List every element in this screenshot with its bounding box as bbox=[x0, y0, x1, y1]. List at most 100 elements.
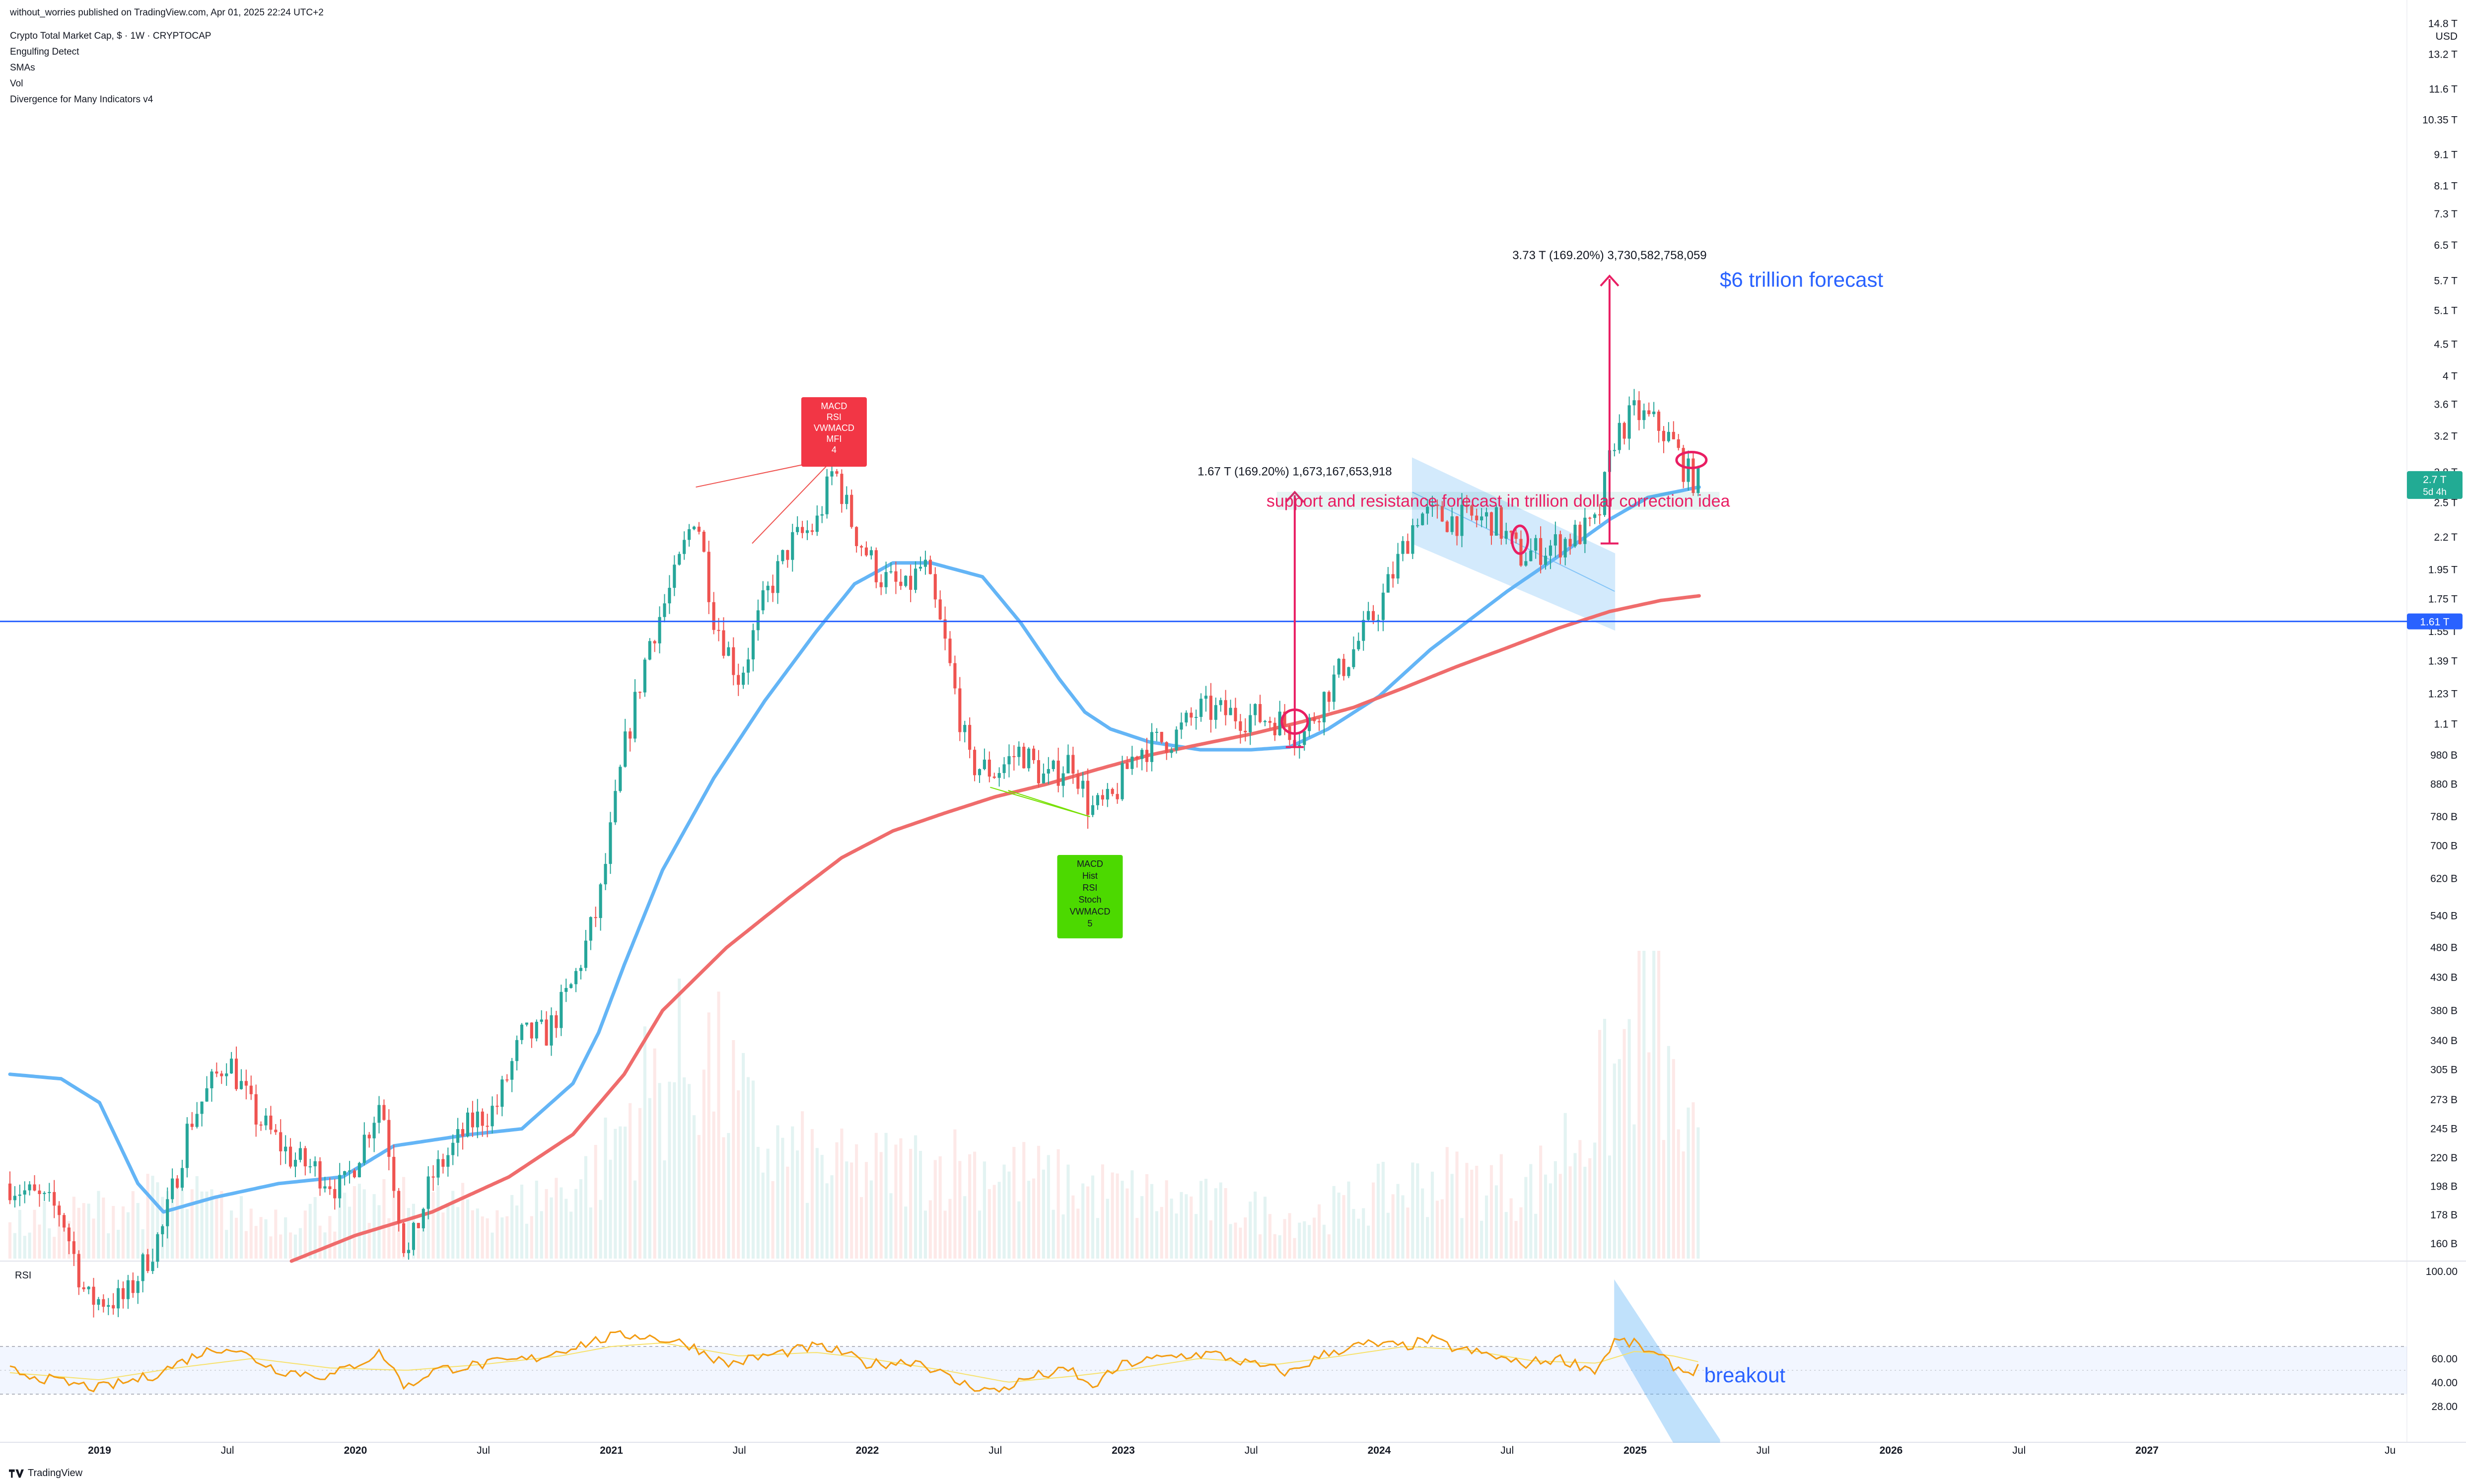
candle-body bbox=[909, 575, 913, 590]
currency-label: USD bbox=[2436, 31, 2458, 42]
volume-bar bbox=[835, 1142, 839, 1259]
candle-body bbox=[1504, 531, 1508, 539]
volume-bar bbox=[855, 1144, 858, 1259]
bear-signal-text: MACD bbox=[821, 401, 847, 411]
candle-body bbox=[638, 692, 642, 693]
candle-body bbox=[722, 630, 725, 656]
volume-bar bbox=[914, 1135, 917, 1259]
volume-bar bbox=[476, 1208, 479, 1259]
price-tick-label: 8.1 T bbox=[2434, 181, 2458, 192]
bear-signal-text: RSI bbox=[827, 412, 842, 422]
volume-bar bbox=[1652, 951, 1656, 1259]
volume-bar bbox=[284, 1217, 287, 1259]
candle-body bbox=[678, 554, 681, 565]
candle-body bbox=[1514, 532, 1518, 539]
volume-bar bbox=[456, 1207, 460, 1259]
volume-bar bbox=[1509, 1198, 1513, 1259]
measure-1-arrow bbox=[1285, 491, 1305, 503]
candle-body bbox=[569, 984, 573, 988]
candle-body bbox=[1598, 514, 1602, 515]
candle-body bbox=[225, 1073, 228, 1076]
rsi-title: RSI bbox=[15, 1270, 31, 1281]
candle-body bbox=[500, 1079, 504, 1107]
volume-bar bbox=[564, 1199, 568, 1259]
circle-mark-2 bbox=[1510, 524, 1529, 555]
volume-bar bbox=[486, 1218, 489, 1259]
bear-signal-text: 4 bbox=[832, 445, 837, 455]
candle-body bbox=[180, 1168, 184, 1188]
volume-bar bbox=[1593, 1142, 1597, 1259]
volume-bar bbox=[884, 1132, 888, 1259]
volume-bar bbox=[879, 1152, 883, 1259]
volume-bar bbox=[1411, 1162, 1414, 1259]
candle-body bbox=[461, 1129, 465, 1136]
volume-bar bbox=[1534, 1213, 1538, 1259]
candle-body bbox=[1155, 732, 1158, 733]
candle-body bbox=[1657, 412, 1661, 431]
volume-bar bbox=[269, 1236, 273, 1259]
candle-body bbox=[1066, 755, 1070, 774]
volume-bar bbox=[1258, 1234, 1262, 1259]
candle-body bbox=[1037, 760, 1041, 783]
candle-body bbox=[1313, 717, 1316, 721]
time-tick-label: Jul bbox=[1500, 1445, 1514, 1456]
volume-bar bbox=[362, 1189, 366, 1259]
candle-body bbox=[761, 590, 765, 611]
candle-body bbox=[274, 1130, 278, 1132]
volume-bar bbox=[274, 1209, 278, 1259]
volume-bar bbox=[864, 1162, 868, 1259]
candle-body bbox=[663, 603, 666, 617]
volume-bar bbox=[761, 1172, 765, 1259]
volume-bar bbox=[727, 1132, 730, 1259]
candle-body bbox=[1091, 805, 1095, 815]
candle-body bbox=[874, 550, 878, 582]
candle-body bbox=[1229, 707, 1232, 715]
volume-bar bbox=[707, 1012, 710, 1259]
time-tick-label: 2021 bbox=[600, 1445, 623, 1456]
candle-body bbox=[1135, 756, 1139, 759]
volume-bar bbox=[1175, 1213, 1178, 1259]
candle-body bbox=[560, 991, 563, 1028]
rsi-tick-label: 40.00 bbox=[2431, 1377, 2458, 1389]
candle-body bbox=[1121, 763, 1124, 799]
candle-body bbox=[348, 1170, 352, 1172]
price-tick-label: 273 B bbox=[2430, 1094, 2458, 1106]
volume-bar bbox=[594, 1145, 597, 1259]
volume-bar bbox=[697, 1135, 701, 1259]
volume-bar bbox=[619, 1126, 622, 1259]
volume-bar bbox=[1519, 1207, 1523, 1259]
volume-bar bbox=[190, 1189, 194, 1259]
volume-bar bbox=[815, 1148, 819, 1259]
candle-body bbox=[1185, 712, 1188, 723]
volume-bar bbox=[550, 1197, 553, 1259]
candle-body bbox=[1499, 507, 1503, 539]
volume-bar bbox=[963, 1196, 967, 1259]
candle-body bbox=[28, 1184, 31, 1191]
candle-body bbox=[1140, 750, 1144, 759]
volume-bar bbox=[1647, 1052, 1651, 1259]
candle-body bbox=[525, 1022, 529, 1025]
price-tick-label: 340 B bbox=[2430, 1035, 2458, 1047]
candle-body bbox=[117, 1288, 120, 1309]
time-tick-label: Jul bbox=[988, 1445, 1002, 1456]
volume-bar bbox=[923, 1210, 927, 1259]
bear-signal-text: MFI bbox=[826, 434, 842, 444]
candle-body bbox=[746, 659, 750, 673]
candle-body bbox=[43, 1193, 46, 1194]
candle-body bbox=[8, 1183, 12, 1201]
rsi-tick-label: 28.00 bbox=[2431, 1401, 2458, 1413]
volume-bar bbox=[1327, 1234, 1331, 1259]
volume-bar bbox=[825, 1183, 829, 1259]
candle-body bbox=[1057, 761, 1060, 786]
candle-body bbox=[668, 587, 671, 604]
candle-body bbox=[18, 1195, 21, 1196]
candle-body bbox=[727, 647, 730, 656]
candle-body bbox=[771, 585, 775, 593]
candle-body bbox=[1691, 458, 1695, 493]
candle-body bbox=[82, 1287, 85, 1289]
volume-bar bbox=[604, 1117, 607, 1259]
candle-body bbox=[629, 731, 632, 739]
volume-bar bbox=[1416, 1163, 1419, 1259]
candle-body bbox=[456, 1129, 460, 1143]
candle-body bbox=[840, 474, 844, 504]
